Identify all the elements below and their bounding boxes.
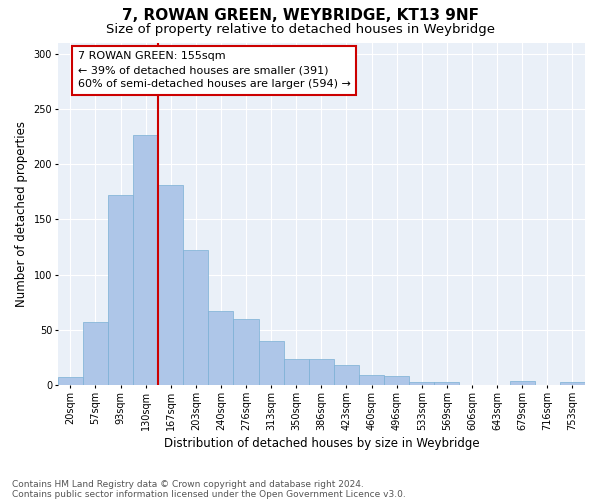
- Bar: [309, 358, 334, 385]
- Bar: [284, 358, 309, 385]
- Y-axis label: Number of detached properties: Number of detached properties: [15, 121, 28, 307]
- Bar: [359, 375, 384, 385]
- Text: 7, ROWAN GREEN, WEYBRIDGE, KT13 9NF: 7, ROWAN GREEN, WEYBRIDGE, KT13 9NF: [121, 8, 479, 22]
- Bar: [208, 311, 233, 385]
- Bar: [560, 382, 585, 385]
- Bar: [509, 380, 535, 385]
- Bar: [233, 319, 259, 385]
- Text: Contains HM Land Registry data © Crown copyright and database right 2024.
Contai: Contains HM Land Registry data © Crown c…: [12, 480, 406, 499]
- Bar: [83, 322, 108, 385]
- Bar: [434, 382, 460, 385]
- Bar: [108, 195, 133, 385]
- Bar: [334, 365, 359, 385]
- Text: Size of property relative to detached houses in Weybridge: Size of property relative to detached ho…: [106, 22, 494, 36]
- Bar: [183, 250, 208, 385]
- Bar: [409, 382, 434, 385]
- Bar: [58, 378, 83, 385]
- Bar: [158, 185, 183, 385]
- Text: 7 ROWAN GREEN: 155sqm
← 39% of detached houses are smaller (391)
60% of semi-det: 7 ROWAN GREEN: 155sqm ← 39% of detached …: [78, 52, 350, 90]
- Bar: [133, 136, 158, 385]
- X-axis label: Distribution of detached houses by size in Weybridge: Distribution of detached houses by size …: [164, 437, 479, 450]
- Bar: [259, 341, 284, 385]
- Bar: [384, 376, 409, 385]
